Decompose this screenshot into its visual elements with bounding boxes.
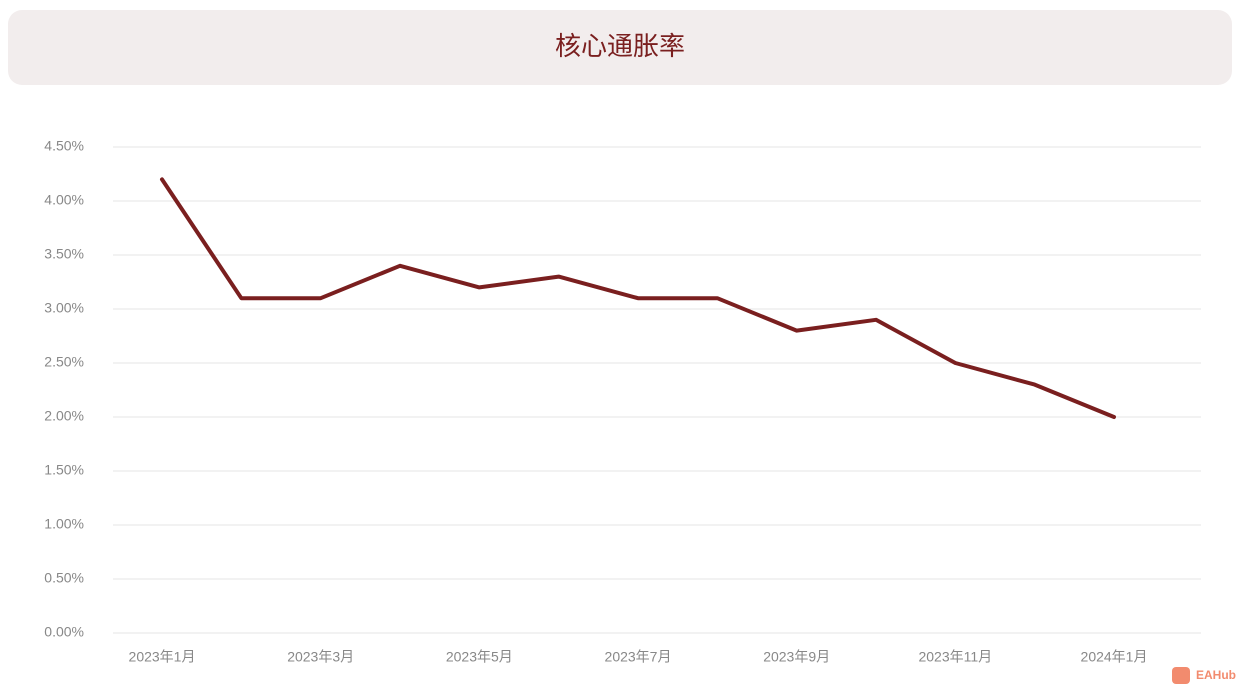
y-tick-label: 0.00% [44, 624, 84, 640]
x-tick-label: 2024年1月 [1081, 649, 1148, 665]
y-tick-label: 1.00% [44, 516, 84, 532]
x-tick-label: 2023年7月 [605, 649, 672, 665]
x-tick-label: 2023年3月 [287, 649, 354, 665]
x-tick-label: 2023年1月 [129, 649, 196, 665]
y-tick-label: 2.50% [44, 354, 84, 370]
y-tick-label: 4.50% [44, 138, 84, 154]
y-tick-label: 0.50% [44, 570, 84, 586]
x-tick-label: 2023年9月 [763, 649, 830, 665]
watermark: EAHub [1196, 668, 1236, 682]
y-tick-label: 3.00% [44, 300, 84, 316]
y-tick-label: 1.50% [44, 462, 84, 478]
y-tick-label: 2.00% [44, 408, 84, 424]
x-tick-label: 2023年5月 [446, 649, 513, 665]
line [160, 177, 1116, 419]
chart-title: 核心通胀率 [555, 31, 685, 61]
y-tick-label: 4.00% [44, 192, 84, 208]
x-tick-label: 2023年11月 [918, 649, 992, 665]
title-banner [8, 10, 1232, 85]
watermark-icon [1172, 667, 1190, 684]
y-tick-label: 3.50% [44, 246, 84, 262]
